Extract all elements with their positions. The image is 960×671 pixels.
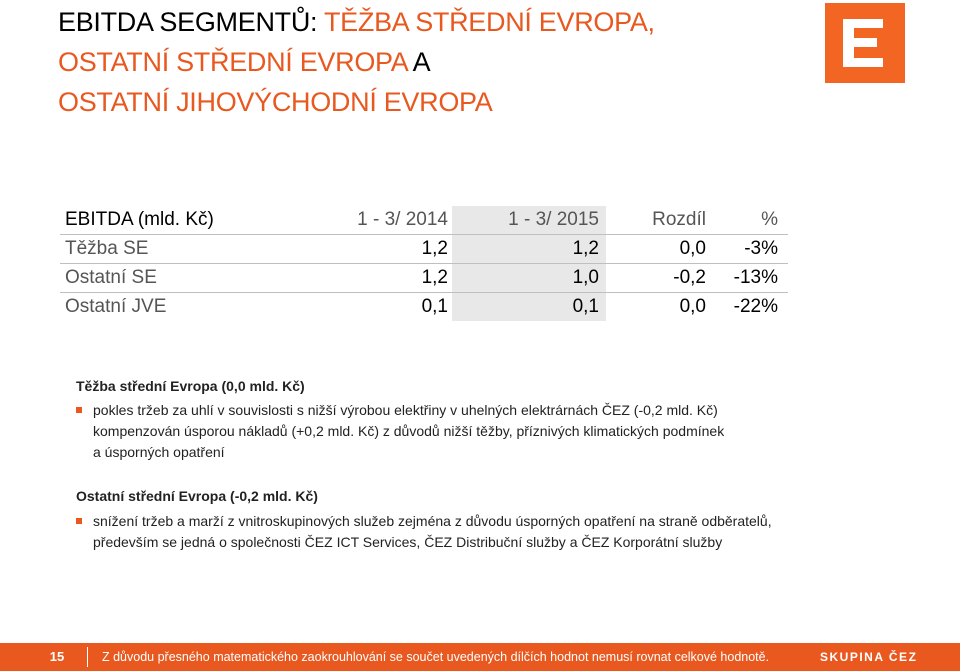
bullet-square-icon — [76, 518, 82, 524]
bullet-line: snížení tržeb a marží z vnitroskupinovýc… — [93, 513, 772, 529]
title-line-2: OSTATNÍ STŘEDNÍ EVROPA A — [58, 47, 431, 77]
cez-logo-icon — [825, 3, 905, 83]
row-value-2015: 1,0 — [452, 264, 606, 292]
table-header-row: EBITDA (mld. Kč) 1 - 3/ 2014 1 - 3/ 2015… — [60, 206, 788, 235]
row-percent: -22% — [733, 296, 778, 317]
slide-title: EBITDA SEGMENTŮ: TĚŽBA STŘEDNÍ EVROPA, O… — [58, 2, 798, 122]
row-label: Ostatní JVE — [65, 296, 167, 317]
section-heading-other-ce: Ostatní střední Evropa (-0,2 mld. Kč) — [76, 488, 318, 504]
row-value-2014: 1,2 — [421, 267, 448, 288]
bullet-line: a úsporných opatření — [93, 444, 225, 460]
bullet-line: především se jedná o společnosti ČEZ ICT… — [93, 534, 723, 550]
bullet-line: kompenzován úsporou nákladů (+0,2 mld. K… — [93, 423, 725, 439]
table-row: Těžba SE 1,2 1,2 0,0 -3% — [60, 235, 788, 264]
row-difference: 0,0 — [679, 296, 706, 317]
row-percent: -13% — [733, 267, 778, 288]
page-number: 15 — [49, 649, 65, 664]
bullet-square-icon — [76, 407, 82, 413]
bullet-line: pokles tržeb za uhlí v souvislosti s niž… — [93, 402, 718, 418]
footer-brand: SKUPINA ČEZ — [820, 650, 918, 664]
row-value-2015: 1,2 — [452, 235, 606, 263]
row-percent: -3% — [744, 238, 778, 259]
bullet-text-mining-ce: pokles tržeb za uhlí v souvislosti s niž… — [93, 400, 724, 463]
row-label: Ostatní SE — [65, 267, 157, 288]
section-heading-mining-ce: Těžba střední Evropa (0,0 mld. Kč) — [76, 378, 305, 394]
row-label: Těžba SE — [65, 238, 149, 259]
table-row: Ostatní SE 1,2 1,0 -0,2 -13% — [60, 264, 788, 293]
row-difference: 0,0 — [679, 238, 706, 259]
row-value-2015: 0,1 — [452, 293, 606, 321]
header-difference: Rozdíl — [652, 209, 706, 230]
header-label: EBITDA (mld. Kč) — [65, 209, 214, 230]
row-difference: -0,2 — [673, 267, 706, 288]
footer-bar: 15 Z důvodu přesného matematického zaokr… — [0, 643, 960, 671]
footer-divider — [87, 647, 88, 667]
title-line-1: EBITDA SEGMENTŮ: TĚŽBA STŘEDNÍ EVROPA, — [58, 7, 655, 37]
row-value-2014: 0,1 — [421, 296, 448, 317]
footer-note: Z důvodu přesného matematického zaokrouh… — [102, 650, 770, 664]
table-row: Ostatní JVE 0,1 0,1 0,0 -22% — [60, 293, 788, 321]
header-period-2014: 1 - 3/ 2014 — [357, 209, 448, 230]
title-line-3: OSTATNÍ JIHOVÝCHODNÍ EVROPA — [58, 87, 493, 117]
bullet-text-other-ce: snížení tržeb a marží z vnitroskupinovýc… — [93, 511, 772, 553]
row-value-2014: 1,2 — [421, 238, 448, 259]
header-period-2015: 1 - 3/ 2015 — [452, 206, 606, 234]
ebitda-table: EBITDA (mld. Kč) 1 - 3/ 2014 1 - 3/ 2015… — [60, 206, 788, 321]
header-percent: % — [761, 209, 778, 230]
